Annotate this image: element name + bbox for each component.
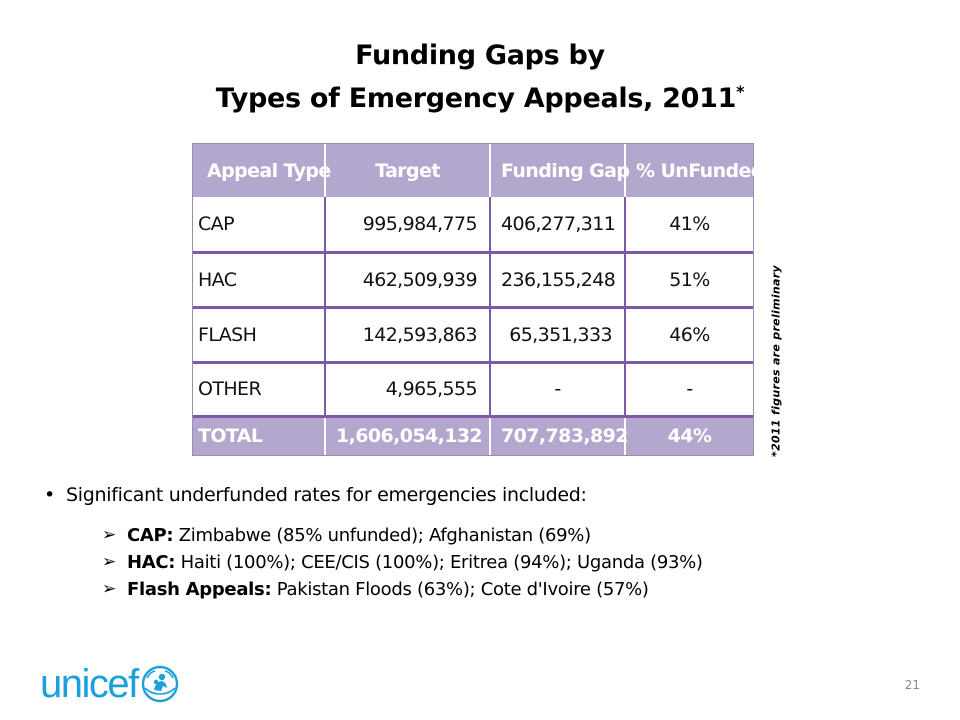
main-bullet: • Significant underfunded rates for emer… [44,482,904,508]
cell-funding-gap: 236,155,248 [490,252,626,309]
header-appeal-type: Appeal Type [193,144,331,197]
table-row-cap: CAP 995,984,775 406,277,311 41% [193,197,753,254]
bullet-list: • Significant underfunded rates for emer… [44,482,904,603]
sub-bullet-flash: ➢ Flash Appeals: Pakistan Floods (63%); … [102,576,904,603]
cell-target: 1,606,054,132 [325,416,491,455]
unicef-logo: unicef [40,662,180,706]
main-bullet-text: Significant underfunded rates for emerge… [66,484,587,506]
cell-funding-gap: - [490,362,626,418]
sub-bullet-cap: ➢ CAP: Zimbabwe (85% unfunded); Afghanis… [102,522,904,549]
table-row-flash: FLASH 142,593,863 65,351,333 46% [193,307,753,364]
table-row-hac: HAC 462,509,939 236,155,248 51% [193,252,753,309]
logo-wordmark: unicef [40,662,139,706]
sub-bullet-text: Zimbabwe (85% unfunded); Afghanistan (69… [178,525,591,546]
cell-percent: - [625,362,753,418]
cell-type: TOTAL [193,416,326,455]
table-row-other: OTHER 4,965,555 - - [193,362,753,418]
sub-bullet-text: Pakistan Floods (63%); Cote d'Ivoire (57… [276,579,649,600]
header-funding-gap: Funding Gap [490,144,630,197]
cell-type: HAC [193,252,326,309]
table-row-total: TOTAL 1,606,054,132 707,783,892 44% [193,416,753,455]
cell-target: 142,593,863 [325,307,491,364]
cell-funding-gap: 406,277,311 [490,197,626,254]
footnote-text: *2011 figures are preliminary [769,265,783,457]
unicef-emblem-icon [141,665,178,703]
sub-bullet-text: Haiti (100%); CEE/CIS (100%); Eritrea (9… [180,552,703,573]
title-line-2: Types of Emergency Appeals, 2011* [0,77,960,120]
arrow-bullet-icon: ➢ [102,579,116,599]
funding-table: Appeal Type Target Funding Gap % UnFunde… [192,143,764,456]
sub-bullet-label: CAP: [127,525,174,546]
sub-bullet-label: HAC: [127,552,176,573]
cell-type: FLASH [193,307,326,364]
cell-percent: 46% [625,307,753,364]
cell-percent: 51% [625,252,753,309]
cell-target: 995,984,775 [325,197,491,254]
sub-bullet-list: ➢ CAP: Zimbabwe (85% unfunded); Afghanis… [44,522,904,603]
arrow-bullet-icon: ➢ [102,525,116,545]
slide-title: Funding Gaps by Types of Emergency Appea… [0,34,960,120]
page-number: 21 [904,678,920,692]
title-line-1: Funding Gaps by [355,40,605,71]
bullet-dot-icon: • [44,484,55,506]
cell-funding-gap: 707,783,892 [490,416,628,455]
table-header-row: Appeal Type Target Funding Gap % UnFunde… [193,144,764,197]
preliminary-footnote: *2011 figures are preliminary [764,262,788,460]
title-footnote-marker: * [736,82,745,101]
cell-target: 4,965,555 [325,362,491,418]
cell-percent: 41% [625,197,753,254]
cell-type: CAP [193,197,326,254]
arrow-bullet-icon: ➢ [102,552,116,572]
header-target: Target [325,144,491,197]
title-line-2-text: Types of Emergency Appeals, 2011 [215,83,737,114]
header-percent-unfunded: % UnFunded [625,144,764,197]
cell-percent: 44% [625,416,753,455]
cell-funding-gap: 65,351,333 [490,307,626,364]
cell-target: 462,509,939 [325,252,491,309]
sub-bullet-label: Flash Appeals: [127,579,272,600]
cell-type: OTHER [193,362,326,418]
sub-bullet-hac: ➢ HAC: Haiti (100%); CEE/CIS (100%); Eri… [102,549,904,576]
